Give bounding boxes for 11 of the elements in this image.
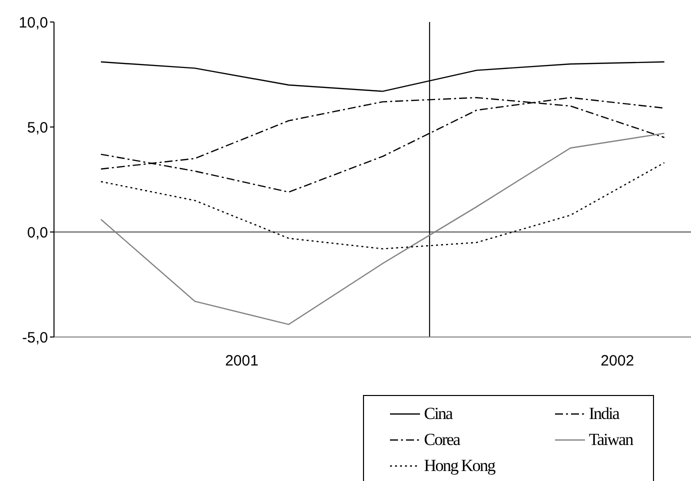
y-tick-label: 5,0 <box>27 119 48 136</box>
x-tick-label: 2001 <box>225 352 258 370</box>
y-tick-label: 0,0 <box>27 224 48 242</box>
y-tick-label: -5,0 <box>22 329 48 346</box>
x-tick-label: 2002 <box>600 352 634 370</box>
y-tick-label: 10,0 <box>18 14 48 32</box>
legend-label: India <box>588 404 619 424</box>
legend-label: Taiwan <box>588 430 633 450</box>
legend-label: Corea <box>424 430 460 450</box>
legend-label: Hong Kong <box>424 456 495 476</box>
legend-label: Cina <box>424 404 452 424</box>
